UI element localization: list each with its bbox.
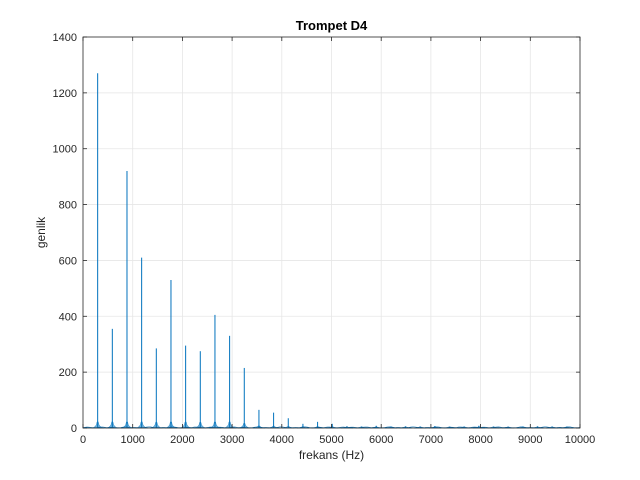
x-tick-label: 8000 xyxy=(468,434,492,446)
y-tick-label: 1400 xyxy=(53,32,77,44)
x-axis-label: frekans (Hz) xyxy=(299,448,364,462)
x-tick-label: 0 xyxy=(80,434,86,446)
harmonic-peak xyxy=(164,279,177,429)
y-tick-label: 200 xyxy=(59,367,77,379)
y-tick-label: 600 xyxy=(59,255,77,267)
y-axis-label: genlik xyxy=(34,216,48,248)
x-tick-label: 3000 xyxy=(220,434,244,446)
y-tick-label: 1200 xyxy=(53,88,77,100)
y-tick-label: 400 xyxy=(59,311,77,323)
harmonic-peak xyxy=(135,257,148,429)
x-tick-label: 2000 xyxy=(170,434,194,446)
harmonic-peak xyxy=(223,335,236,429)
x-tick-label: 1000 xyxy=(120,434,144,446)
x-tick-label: 5000 xyxy=(319,434,343,446)
x-tick-label: 10000 xyxy=(565,434,596,446)
harmonic-peak xyxy=(194,351,207,429)
x-tick-label: 6000 xyxy=(369,434,393,446)
ticks: 0 1000 2000 3000 4000 5000 6000 7000 8000 9000 100… xyxy=(53,32,596,446)
x-tick-label: 4000 xyxy=(270,434,294,446)
harmonic-peak xyxy=(91,73,104,429)
harmonic-peak xyxy=(150,348,163,429)
chart-title: Trompet D4 xyxy=(296,18,368,33)
x-tick-label: 7000 xyxy=(419,434,443,446)
harmonic-peak xyxy=(120,171,134,429)
grid xyxy=(83,37,580,428)
y-tick-label: 800 xyxy=(59,200,77,212)
harmonic-peak xyxy=(208,314,221,429)
x-tick-label: 9000 xyxy=(518,434,542,446)
y-tick-label: 1000 xyxy=(53,144,77,156)
y-tick-label: 0 xyxy=(71,423,77,435)
harmonic-peak xyxy=(106,328,119,429)
